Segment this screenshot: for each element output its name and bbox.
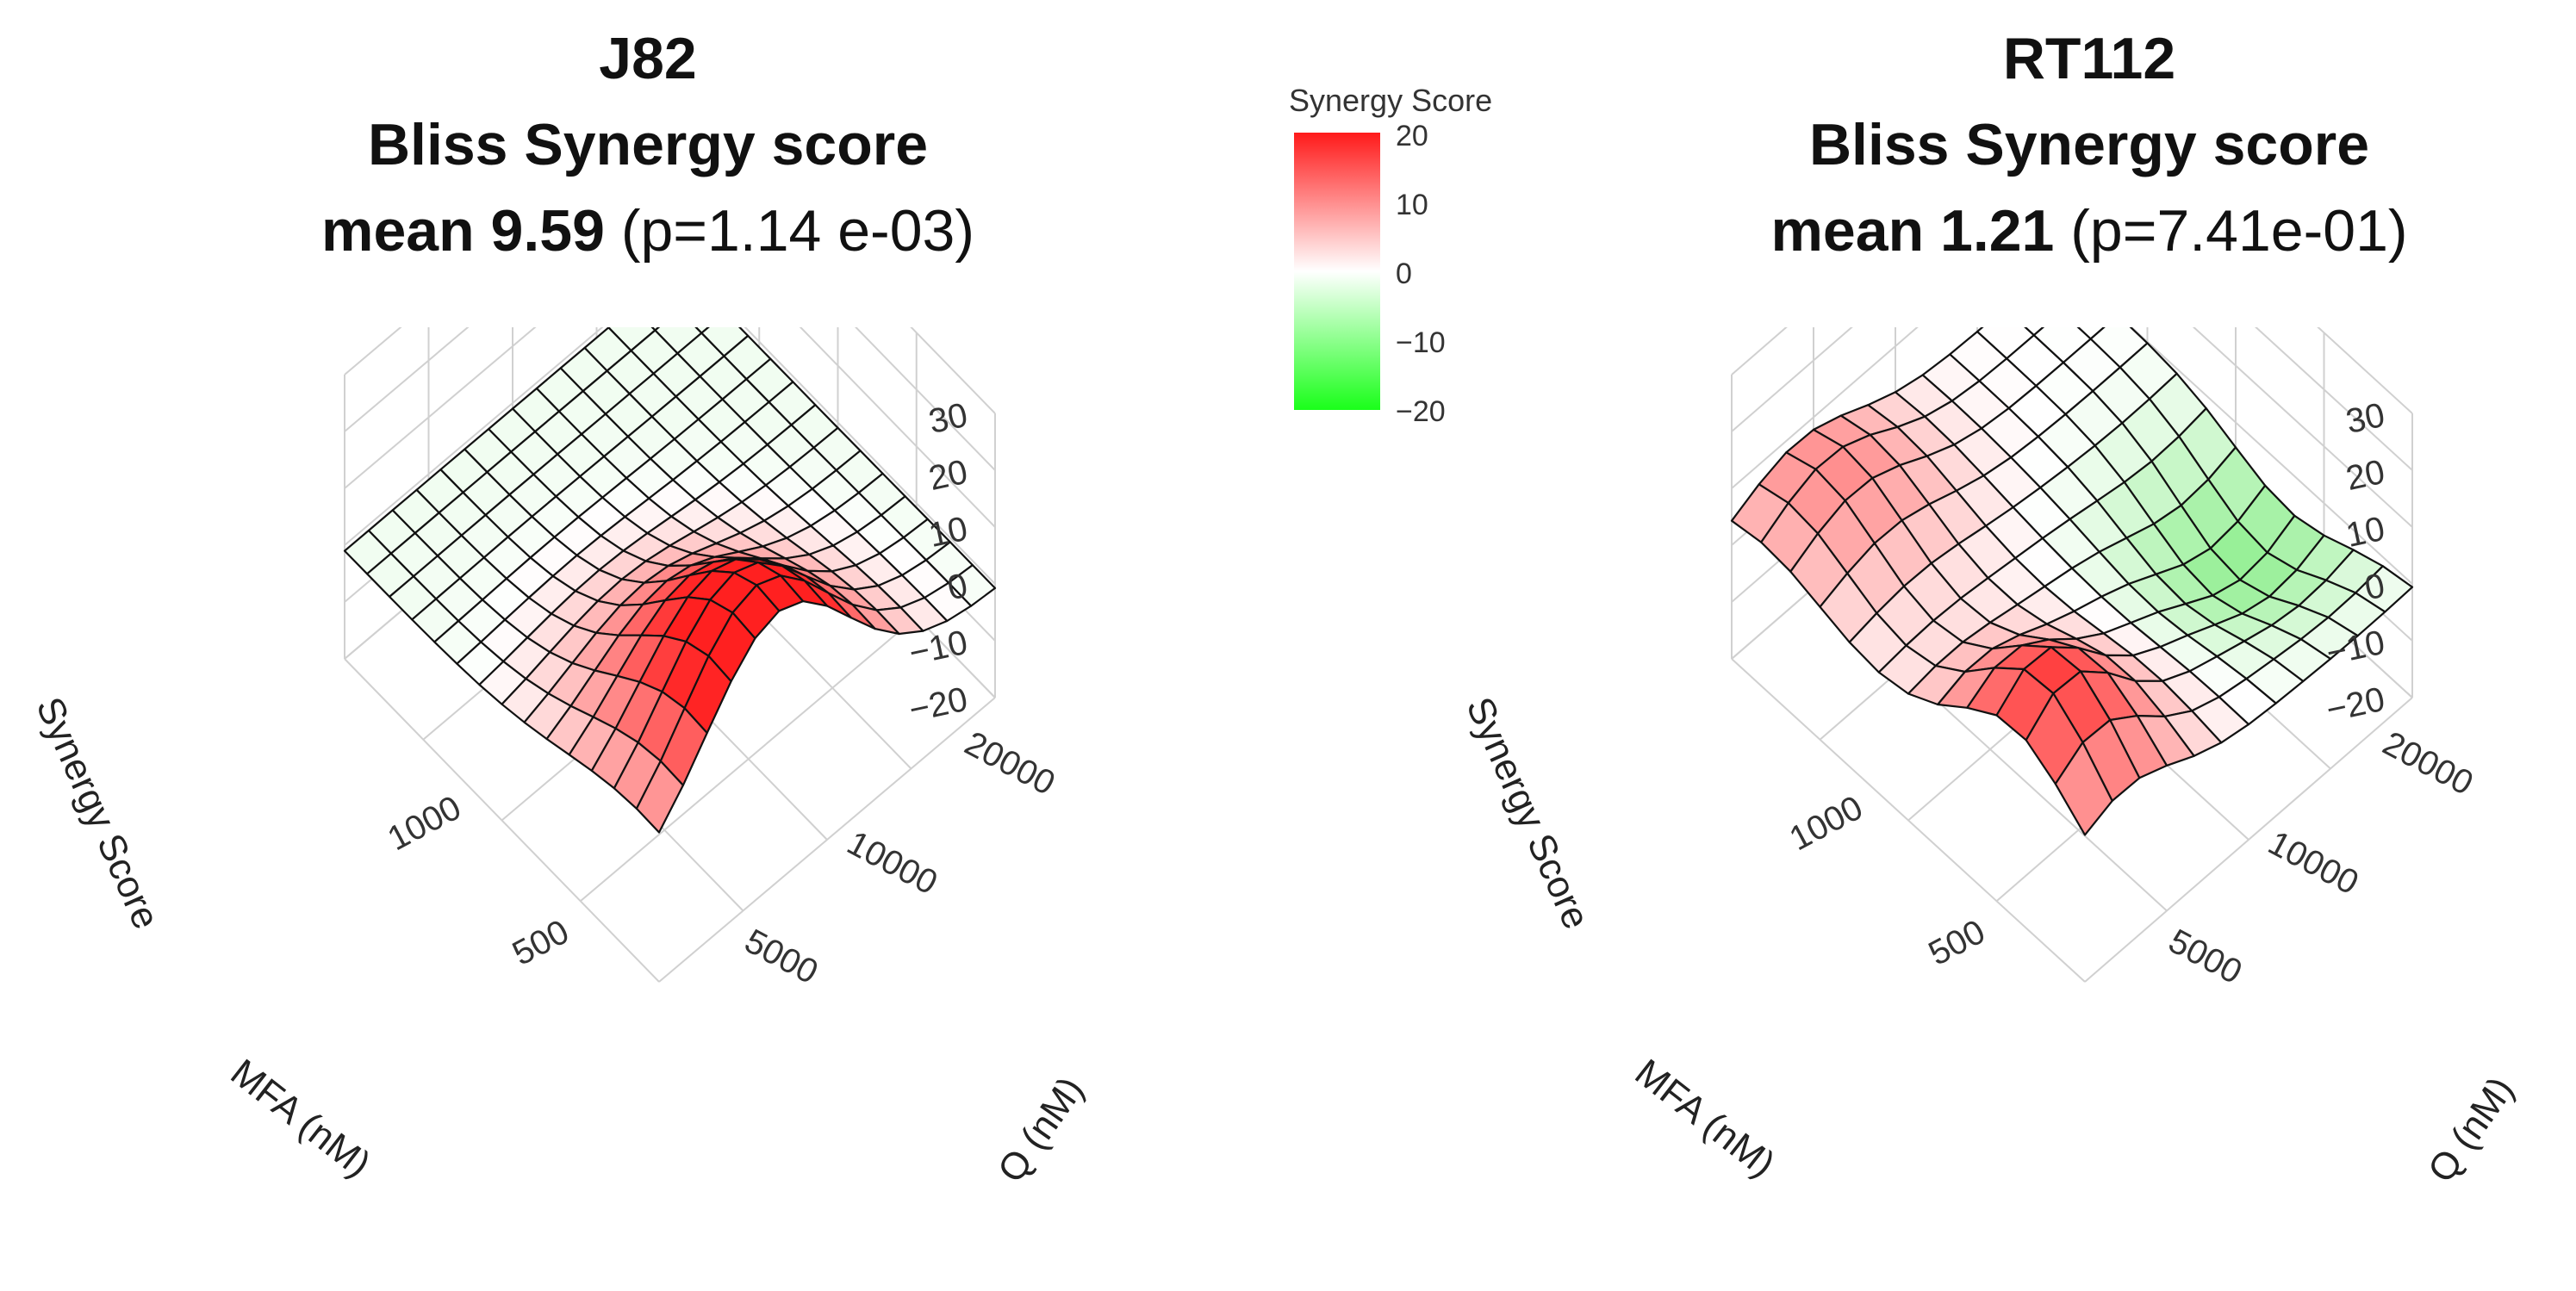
z-tick-label: 20: [925, 453, 971, 498]
left-chart-title: J82 Bliss Synergy score mean 9.59 (p=1.1…: [217, 16, 1079, 274]
y-axis-label: Q (nM): [2420, 1070, 2523, 1190]
left-p-value: (p=1.14 e-03): [620, 198, 974, 264]
legend-colorbar: [1294, 133, 1380, 410]
surface-cell: [2054, 741, 2113, 836]
legend-tick-minus20: −20: [1396, 395, 1446, 428]
z-tick-label: 10: [925, 510, 971, 555]
legend-tick-0: 0: [1396, 258, 1412, 290]
y-tick-label: 20000: [2377, 724, 2480, 803]
z-tick-label: 30: [925, 396, 971, 441]
color-legend: Synergy Score 20 10 0 −10 −20: [1275, 83, 1559, 444]
z-axis-label: Synergy Score: [28, 691, 167, 935]
x-tick-label: 1000: [1783, 789, 1869, 859]
legend-tick-10: 10: [1396, 189, 1428, 221]
legend-title: Synergy Score: [1289, 83, 1493, 118]
right-mean-label: mean 1.21: [1770, 198, 2055, 264]
left-title-line3: mean 9.59 (p=1.14 e-03): [217, 188, 1079, 274]
z-axis-label: Synergy Score: [1458, 691, 1597, 935]
y-tick-label: 10000: [841, 823, 943, 902]
x-axis-label: MFA (nM): [223, 1052, 378, 1186]
right-surface-mesh: [1730, 327, 2414, 836]
legend-tick-minus10: −10: [1396, 326, 1446, 359]
surface-cell: [2024, 327, 2045, 337]
y-tick-label: 20000: [959, 724, 1061, 803]
legend-tick-20: 20: [1396, 120, 1428, 152]
y-tick-label: 5000: [738, 922, 824, 992]
left-title-line1: J82: [599, 26, 697, 91]
surface-cell: [2076, 327, 2106, 340]
z-tick-label: −20: [2323, 680, 2388, 729]
x-tick-label: 1000: [382, 789, 467, 859]
z-tick-label: 10: [2343, 510, 2388, 555]
left-surface-plot: 3020100−10−20100050020000100005000Synerg…: [28, 327, 1092, 1190]
left-surface-mesh: [343, 327, 997, 834]
y-tick-label: 5000: [2162, 922, 2248, 992]
right-surface-plot: 3020100−10−20100050020000100005000Synerg…: [1458, 327, 2523, 1190]
right-title-line1: RT112: [2002, 26, 2176, 91]
right-p-value: (p=7.41e-01): [2070, 198, 2408, 264]
y-axis-label: Q (nM): [990, 1070, 1092, 1190]
y-tick-label: 10000: [2262, 823, 2365, 902]
x-axis-label: MFA (nM): [1627, 1052, 1783, 1186]
x-tick-label: 500: [1923, 913, 1992, 973]
surface-cell: [635, 760, 685, 834]
z-tick-label: 30: [2343, 396, 2388, 441]
right-chart-title: RT112 Bliss Synergy score mean 1.21 (p=7…: [1658, 16, 2520, 274]
z-tick-label: 20: [2343, 453, 2388, 498]
left-title-line2: Bliss Synergy score: [367, 112, 929, 177]
right-title-line3: mean 1.21 (p=7.41e-01): [1658, 188, 2520, 274]
left-mean-label: mean 9.59: [321, 198, 605, 264]
right-title-line2: Bliss Synergy score: [1808, 112, 2370, 177]
x-tick-label: 500: [507, 913, 576, 973]
z-tick-label: −20: [905, 680, 971, 729]
